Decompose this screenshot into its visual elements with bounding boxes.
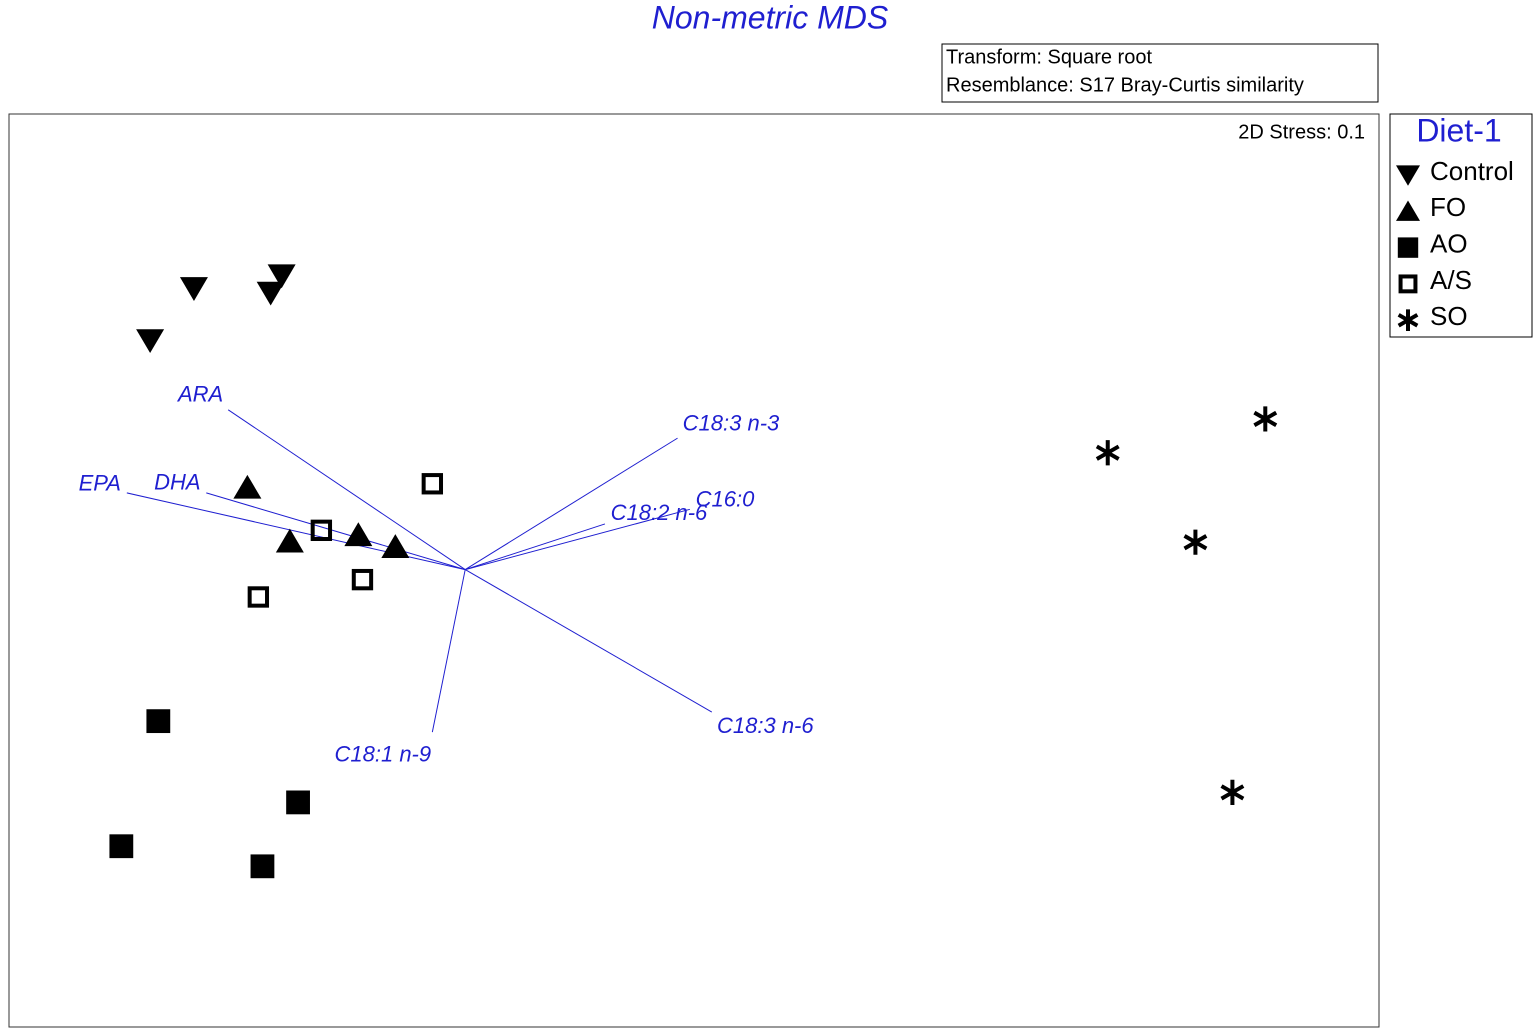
vector-line [465,523,606,571]
legend-marker [1396,200,1420,221]
point [310,519,333,542]
point [179,277,208,301]
legend-marker [1397,309,1419,331]
point [421,473,444,495]
legend-box [1389,113,1533,338]
point [267,264,296,289]
vector-label: C18:3 n-3 [683,410,780,435]
point [1095,440,1120,466]
legend-label: Control [1430,156,1514,186]
point [136,329,165,354]
point [256,281,285,306]
vector-label: ARA [176,382,223,407]
vector-line [126,492,466,571]
point [247,586,270,608]
vector-line [465,508,691,571]
vector-line [431,569,466,733]
point [351,568,374,591]
chart-title: Non-metric MDS [652,0,888,35]
plot-frame [8,113,1380,1028]
point [1220,779,1245,805]
vector-line [206,492,466,571]
vector-line [464,437,678,571]
legend-label: SO [1430,301,1468,331]
vector-label: C18:3 n-6 [717,713,814,738]
vector-line [464,569,713,713]
point [1253,406,1278,432]
point [250,854,275,879]
vector-label: C18:2 n-6 [611,500,708,525]
vector-label: EPA [79,471,121,496]
vector-line [227,409,466,571]
vector-label: C18:1 n-9 [335,742,432,767]
point [1183,529,1208,555]
note: Transform: Square root [946,46,1152,68]
legend-marker [1396,165,1420,186]
point [233,474,262,499]
legend-title: Diet-1 [1416,112,1501,148]
point [344,522,373,547]
legend-label: AO [1430,228,1468,258]
point [275,528,304,553]
legend-marker [1398,274,1418,294]
point [109,834,134,859]
legend-marker [1397,237,1419,258]
legend-label: FO [1430,192,1466,222]
note: Resemblance: S17 Bray-Curtis similarity [946,74,1304,96]
vector-label: C16:0 [696,486,755,511]
stress-label: 2D Stress: 0.1 [1238,121,1365,143]
vector-label: DHA [154,470,200,495]
point [146,709,171,734]
point [286,790,310,815]
point [381,534,410,558]
legend-label: A/S [1430,265,1472,295]
notes-box [941,43,1379,103]
